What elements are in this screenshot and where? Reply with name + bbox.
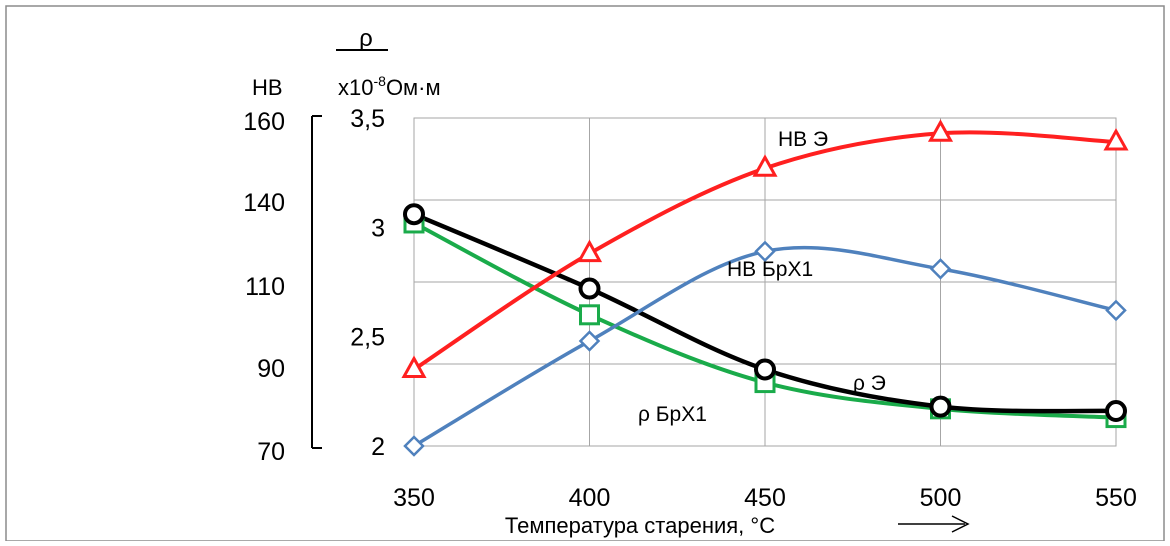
hb-tick-label: 90: [257, 355, 285, 383]
x-tick-label: 500: [920, 484, 962, 512]
x-axis-title: Температура старения, °С: [505, 513, 775, 538]
rho-tick-label: 3,5: [350, 105, 385, 133]
x-tick-label: 550: [1095, 484, 1137, 512]
rho-unit-exponent: -8: [373, 73, 386, 89]
hb-axis-title: НВ: [252, 75, 283, 100]
data-point: [929, 258, 952, 280]
rho-tick-label: 2,5: [350, 324, 385, 352]
chart-border: [5, 5, 1165, 542]
data-point: [754, 358, 776, 381]
data-point: [927, 119, 954, 142]
data-point: [576, 239, 603, 263]
rho-unit-prefix: x10: [338, 75, 373, 100]
hb-tick-label: 160: [243, 108, 285, 136]
x-tick-label: 350: [393, 484, 435, 512]
x-axis-arrow-head: [951, 515, 970, 533]
data-point: [403, 435, 425, 457]
rho-unit-suffix: Ом·м: [386, 75, 441, 100]
data-point: [403, 203, 425, 226]
series-markers: [401, 119, 1129, 457]
axes: 350 400 450 500 550 Температура старения, °С 1…: [243, 25, 1137, 538]
series-label: НВ БрХ1: [727, 258, 813, 281]
hb-tick-label: 140: [243, 189, 285, 217]
data-point: [1105, 400, 1127, 423]
x-tick-label: 450: [744, 484, 786, 512]
series-label: НВ Э: [778, 128, 828, 151]
rho-axis-symbol: ρ: [359, 25, 373, 52]
series-label: ρ Э: [853, 372, 886, 395]
rho-axis-unit: x10-8Ом·м: [338, 73, 441, 100]
x-tick-label: 400: [569, 484, 611, 512]
data-point: [578, 277, 601, 300]
rho-tick-label: 3: [371, 214, 385, 242]
data-point: [578, 330, 601, 352]
labels: НВ Э НВ БрХ1 ρ Э ρ БрХ1: [638, 128, 886, 426]
data-point: [929, 395, 952, 418]
hb-tick-label: 70: [257, 438, 285, 466]
rho-tick-label: 2: [371, 433, 385, 461]
data-point: [401, 355, 427, 378]
data-point: [754, 240, 776, 263]
series-label: ρ БрХ1: [638, 403, 707, 426]
data-point: [1105, 299, 1127, 322]
data-point: [579, 304, 600, 326]
data-point: [752, 154, 778, 177]
hb-tick-label: 110: [245, 273, 285, 301]
data-point: [1103, 127, 1129, 151]
